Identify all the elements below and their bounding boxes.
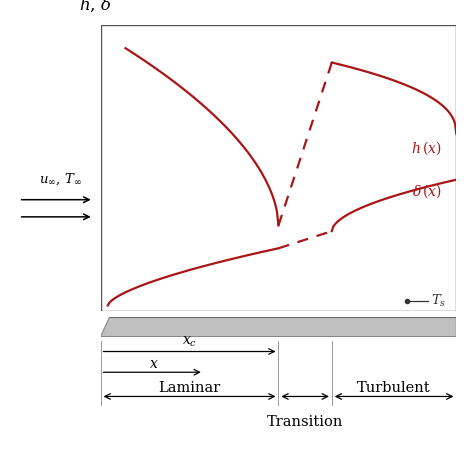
Text: $h,\,\delta$: $h,\,\delta$ bbox=[80, 0, 112, 14]
Text: $T_s$: $T_s$ bbox=[431, 293, 446, 309]
Text: Turbulent: Turbulent bbox=[357, 381, 431, 396]
Text: $u_\infty,\,T_\infty$: $u_\infty,\,T_\infty$ bbox=[39, 172, 82, 188]
Text: $x_c$: $x_c$ bbox=[182, 335, 197, 349]
Polygon shape bbox=[101, 317, 456, 337]
Text: Laminar: Laminar bbox=[158, 381, 221, 396]
Text: $\delta\,(x)$: $\delta\,(x)$ bbox=[412, 183, 442, 200]
Text: $x$: $x$ bbox=[149, 357, 159, 371]
Text: Transition: Transition bbox=[267, 415, 344, 429]
Text: $h\,(x)$: $h\,(x)$ bbox=[411, 140, 442, 157]
